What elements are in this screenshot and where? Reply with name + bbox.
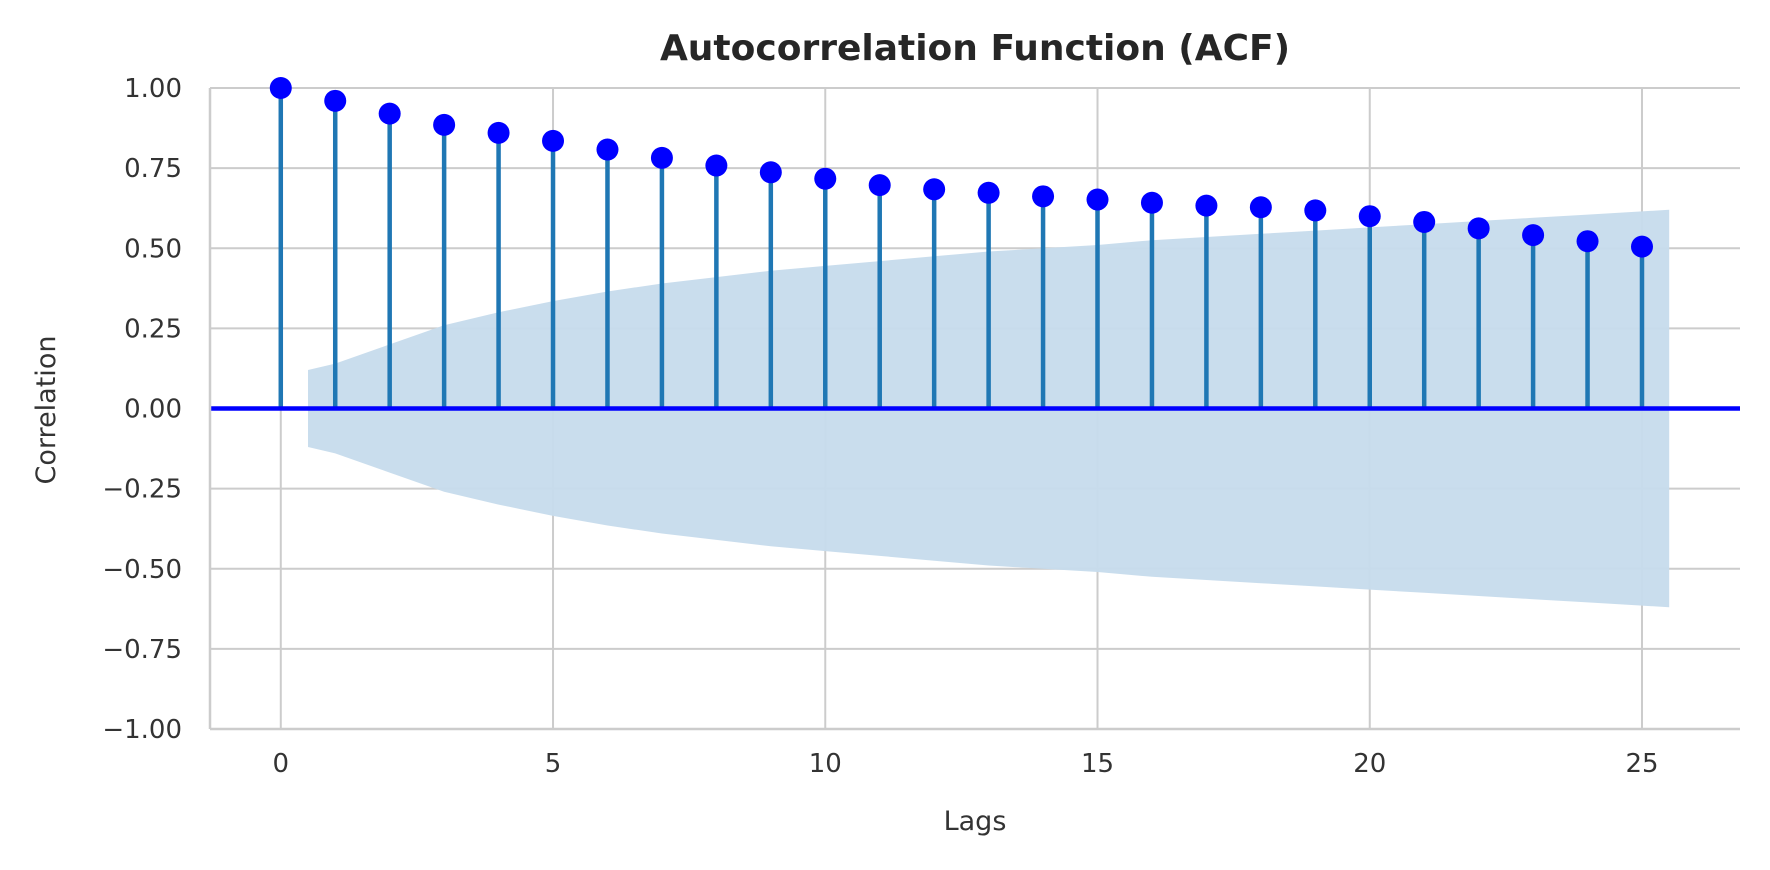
marker-lag-23 [1522, 224, 1545, 247]
x-tick-label: 10 [809, 749, 842, 779]
marker-lag-1 [324, 89, 347, 112]
y-tick-label: −0.75 [102, 635, 182, 665]
y-tick-label: −0.25 [102, 475, 182, 505]
x-tick-label: 0 [273, 749, 290, 779]
marker-lag-11 [868, 174, 891, 197]
marker-lag-18 [1249, 196, 1272, 219]
marker-lag-0 [269, 77, 292, 99]
marker-lag-12 [923, 178, 946, 201]
marker-lag-4 [487, 121, 510, 144]
marker-lag-16 [1140, 191, 1163, 214]
marker-lag-2 [378, 102, 401, 125]
marker-lag-8 [705, 154, 728, 177]
marker-lag-25 [1630, 235, 1653, 258]
marker-lag-10 [814, 167, 837, 190]
marker-lag-13 [977, 181, 1000, 204]
stems [278, 88, 1645, 409]
marker-lag-3 [433, 113, 456, 136]
y-tick-label: −0.50 [102, 555, 182, 585]
x-tick-label: 20 [1353, 749, 1386, 779]
x-tick-label: 25 [1625, 749, 1658, 779]
x-tick-label: 15 [1081, 749, 1114, 779]
y-tick-label: 0.00 [124, 395, 182, 425]
marker-lag-15 [1086, 188, 1109, 211]
marker-lag-19 [1304, 199, 1327, 222]
y-tick-labels: 1.00 0.75 0.50 0.25 0.00 −0.25 −0.50 −0.75 −1.00 [102, 74, 182, 745]
marker-lag-20 [1358, 205, 1381, 228]
y-tick-label: 0.25 [124, 314, 182, 344]
axes-spines [208, 88, 1740, 731]
x-axis-title: Lags [944, 806, 1007, 837]
x-tick-label: 5 [545, 749, 562, 779]
x-tick-labels: 0 5 10 15 20 25 [273, 749, 1659, 779]
y-tick-label: −1.00 [102, 715, 182, 745]
marker-lag-17 [1195, 194, 1218, 217]
marker-lag-24 [1576, 230, 1599, 253]
y-tick-label: 1.00 [124, 74, 182, 104]
marker-lag-5 [542, 129, 565, 152]
marker-lag-9 [759, 161, 782, 184]
marker-lag-7 [650, 146, 673, 169]
marker-lag-22 [1467, 217, 1490, 240]
y-tick-label: 0.75 [124, 154, 182, 184]
marker-lag-6 [596, 138, 619, 161]
marker-lag-21 [1413, 210, 1436, 233]
markers [269, 77, 1653, 258]
marker-lag-14 [1032, 185, 1055, 208]
y-axis-title: Correlation [31, 336, 62, 485]
chart-title: Autocorrelation Function (ACF) [660, 28, 1290, 69]
y-tick-label: 0.50 [124, 234, 182, 264]
